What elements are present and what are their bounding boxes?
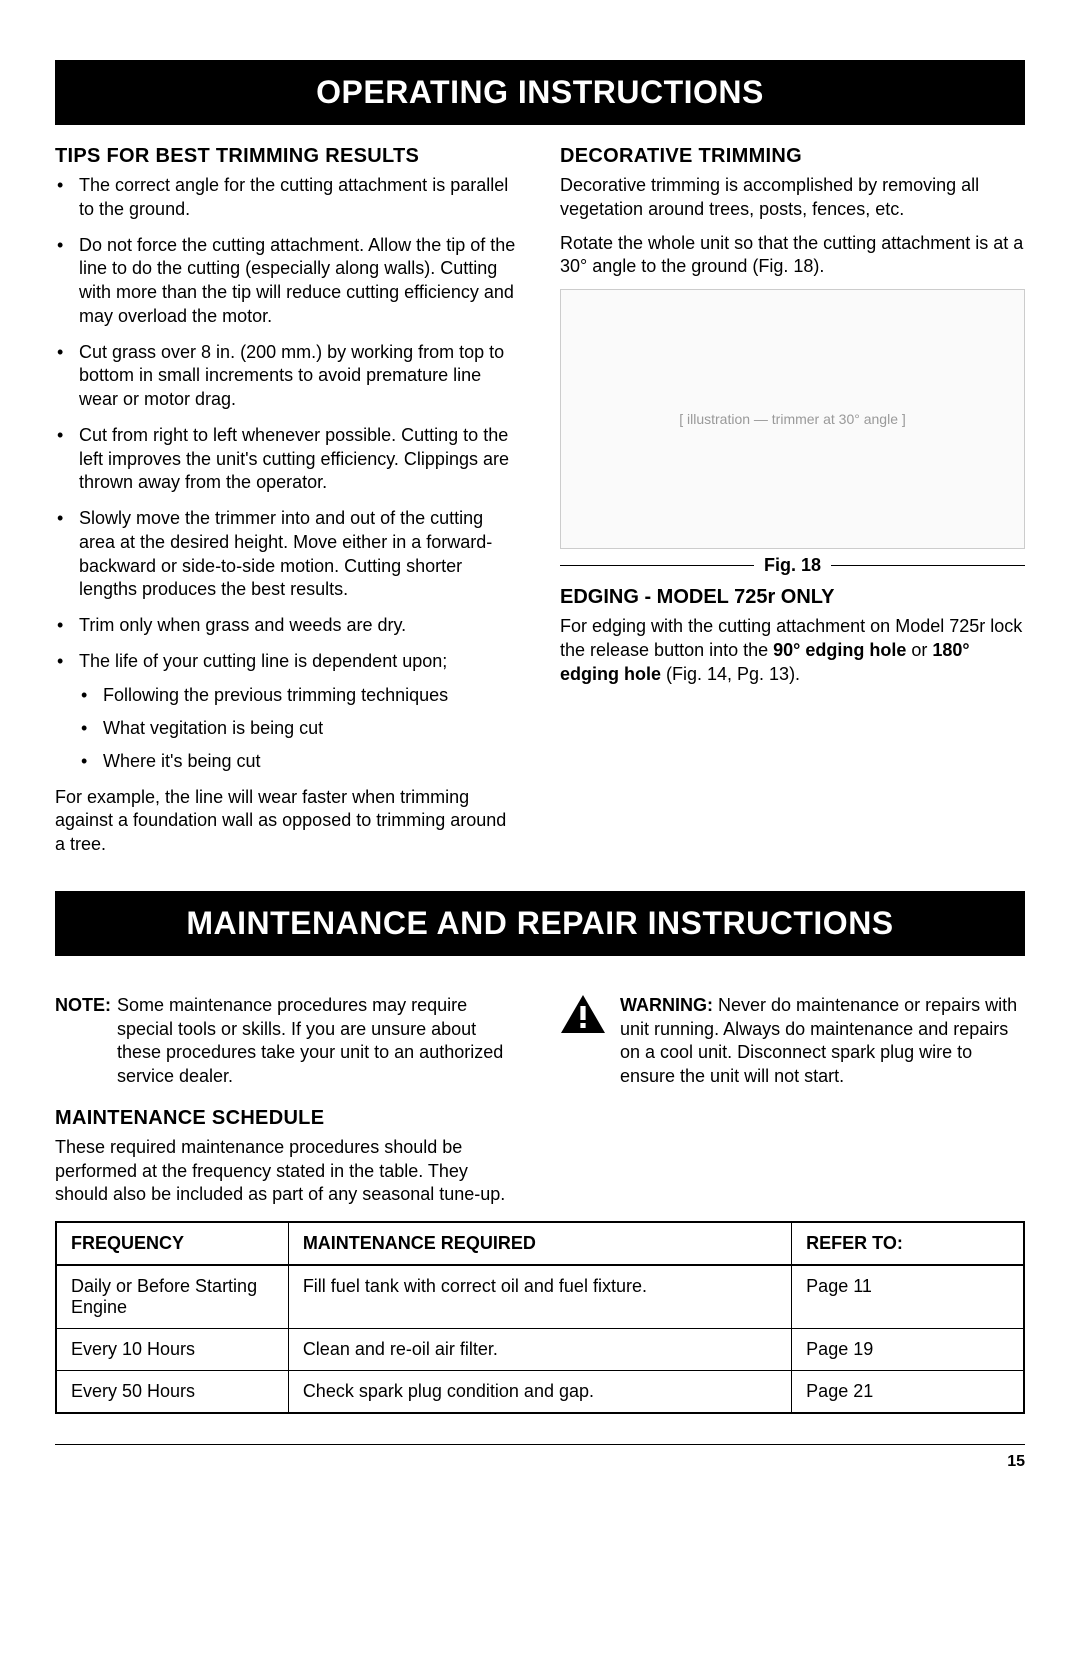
list-item: The life of your cutting line is depende…: [55, 650, 520, 774]
note-block: NOTE: Some maintenance procedures may re…: [55, 994, 520, 1089]
figure-18: [ illustration — trimmer at 30° angle ]: [560, 289, 1025, 549]
caption-rule: [560, 565, 754, 566]
list-item: Where it's being cut: [79, 750, 520, 773]
left-column: TIPS FOR BEST TRIMMING RESULTS The corre…: [55, 145, 520, 867]
figure-18-label: Fig. 18: [754, 555, 831, 576]
cell-required: Clean and re-oil air filter.: [288, 1329, 791, 1371]
warning-column: WARNING: Never do maintenance or repairs…: [560, 976, 1025, 1089]
tips-sublist: Following the previous trimming techniqu…: [79, 684, 520, 774]
cell-frequency: Daily or Before Starting Engine: [56, 1265, 288, 1329]
list-item: Following the previous trimming techniqu…: [79, 684, 520, 707]
col-frequency: FREQUENCY: [56, 1222, 288, 1265]
cell-refer: Page 21: [792, 1371, 1024, 1414]
warning-label: WARNING:: [620, 995, 713, 1015]
decorative-heading: DECORATIVE TRIMMING: [560, 145, 1025, 168]
maintenance-intro: These required maintenance procedures sh…: [55, 1136, 525, 1207]
note-text: Some maintenance procedures may require …: [117, 994, 520, 1089]
tips-list: The correct angle for the cutting attach…: [55, 174, 520, 774]
warning-icon: [560, 994, 606, 1034]
operating-columns: TIPS FOR BEST TRIMMING RESULTS The corre…: [55, 145, 1025, 867]
edging-heading: EDGING - MODEL 725r ONLY: [560, 586, 1025, 609]
tips-closing: For example, the line will wear faster w…: [55, 786, 520, 857]
table-row: Every 10 Hours Clean and re-oil air filt…: [56, 1329, 1024, 1371]
operating-instructions-banner: OPERATING INSTRUCTIONS: [55, 60, 1025, 125]
maintenance-section: MAINTENANCE AND REPAIR INSTRUCTIONS NOTE…: [55, 891, 1025, 1414]
caption-rule: [831, 565, 1025, 566]
col-required: MAINTENANCE REQUIRED: [288, 1222, 791, 1265]
list-item: Trim only when grass and weeds are dry.: [55, 614, 520, 638]
list-item: What vegitation is being cut: [79, 717, 520, 740]
maintenance-columns: NOTE: Some maintenance procedures may re…: [55, 976, 1025, 1089]
note-column: NOTE: Some maintenance procedures may re…: [55, 976, 520, 1089]
decorative-p1: Decorative trimming is accomplished by r…: [560, 174, 1025, 222]
maintenance-schedule-block: MAINTENANCE SCHEDULE These required main…: [55, 1107, 525, 1207]
list-item: Slowly move the trimmer into and out of …: [55, 507, 520, 602]
cell-frequency: Every 10 Hours: [56, 1329, 288, 1371]
edging-post: (Fig. 14, Pg. 13).: [661, 664, 800, 684]
maintenance-table: FREQUENCY MAINTENANCE REQUIRED REFER TO:…: [55, 1221, 1025, 1414]
col-refer: REFER TO:: [792, 1222, 1024, 1265]
figure-18-caption: Fig. 18: [560, 555, 1025, 576]
list-item: Cut grass over 8 in. (200 mm.) by workin…: [55, 341, 520, 412]
footer-rule: [55, 1444, 1025, 1445]
edging-text: For edging with the cutting attachment o…: [560, 615, 1025, 686]
cell-required: Fill fuel tank with correct oil and fuel…: [288, 1265, 791, 1329]
maintenance-schedule-heading: MAINTENANCE SCHEDULE: [55, 1107, 525, 1130]
table-row: Daily or Before Starting Engine Fill fue…: [56, 1265, 1024, 1329]
figure-18-image: [ illustration — trimmer at 30° angle ]: [560, 289, 1025, 549]
edging-bold1: 90° edging hole: [773, 640, 906, 660]
warning-text-wrap: WARNING: Never do maintenance or repairs…: [620, 994, 1025, 1089]
list-item: Do not force the cutting attachment. All…: [55, 234, 520, 329]
edging-mid: or: [906, 640, 932, 660]
cell-required: Check spark plug condition and gap.: [288, 1371, 791, 1414]
figure-placeholder-text: [ illustration — trimmer at 30° angle ]: [679, 411, 906, 427]
cell-refer: Page 19: [792, 1329, 1024, 1371]
list-item-text: The life of your cutting line is depende…: [79, 651, 447, 671]
maintenance-banner: MAINTENANCE AND REPAIR INSTRUCTIONS: [55, 891, 1025, 956]
note-label: NOTE:: [55, 994, 111, 1089]
cell-frequency: Every 50 Hours: [56, 1371, 288, 1414]
right-column: DECORATIVE TRIMMING Decorative trimming …: [560, 145, 1025, 867]
warning-block: WARNING: Never do maintenance or repairs…: [560, 994, 1025, 1089]
list-item: Cut from right to left whenever possible…: [55, 424, 520, 495]
list-item: The correct angle for the cutting attach…: [55, 174, 520, 222]
cell-refer: Page 11: [792, 1265, 1024, 1329]
table-header-row: FREQUENCY MAINTENANCE REQUIRED REFER TO:: [56, 1222, 1024, 1265]
page-number: 15: [55, 1453, 1025, 1471]
table-row: Every 50 Hours Check spark plug conditio…: [56, 1371, 1024, 1414]
tips-heading: TIPS FOR BEST TRIMMING RESULTS: [55, 145, 520, 168]
decorative-p2: Rotate the whole unit so that the cuttin…: [560, 232, 1025, 280]
